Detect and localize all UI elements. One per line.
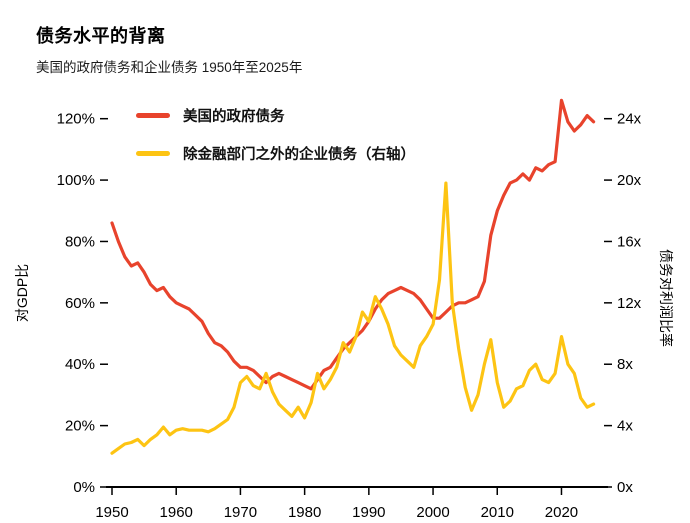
- x-tick-label: 2000: [416, 504, 449, 521]
- left-tick-label: 40%: [65, 356, 95, 373]
- legend-label-government-debt: 美国的政府债务: [183, 108, 285, 125]
- right-tick-label: 12x: [617, 295, 642, 312]
- government-debt-line: [110, 98, 596, 391]
- right-tick-label: 8x: [617, 356, 633, 373]
- chart-header: 债务水平的背离 美国的政府债务和企业债务 1950年至2025年: [0, 0, 690, 76]
- x-tick-label: 1970: [224, 504, 257, 521]
- x-tick-label: 1960: [160, 504, 193, 521]
- legend-label-corporate-debt: 除金融部门之外的企业债务（右轴）: [183, 146, 415, 163]
- x-tick-label: 1990: [352, 504, 385, 521]
- chart-title: 债务水平的背离: [36, 26, 166, 46]
- chart-legend: 美国的政府债务 除金融部门之外的企业债务（右轴）: [136, 104, 415, 180]
- right-tick-label: 24x: [617, 111, 642, 128]
- right-tick-label: 0x: [617, 479, 633, 496]
- right-tick-label: 20x: [617, 172, 642, 189]
- corporate-debt-swatch: [136, 150, 170, 156]
- chart-subtitle: 美国的政府债务和企业债务 1950年至2025年: [36, 60, 303, 75]
- debt-chart-plot: 0% 20% 40% 60% 80% 100% 120% 0x 4x 8x 12x 16x 20x 24x…: [57, 98, 642, 521]
- legend-item-corporate-debt: 除金融部门之外的企业债务（右轴）: [136, 142, 415, 164]
- left-tick-label: 100%: [57, 172, 95, 189]
- left-tick-label: 120%: [57, 111, 95, 128]
- left-axis-title: 对GDP比: [14, 263, 30, 323]
- left-tick-label: 0%: [73, 479, 95, 496]
- x-tick-label: 2020: [545, 504, 578, 521]
- left-axis-ticks: 0% 20% 40% 60% 80% 100% 120%: [57, 111, 108, 496]
- right-axis-ticks: 0x 4x 8x 12x 16x 20x 24x: [604, 111, 642, 496]
- legend-item-government-debt: 美国的政府债务: [136, 104, 415, 126]
- corporate-debt-line: [110, 181, 596, 455]
- left-tick-label: 60%: [65, 295, 95, 312]
- chart-area: 0% 20% 40% 60% 80% 100% 120% 0x 4x 8x 12x 16x 20x 24x…: [0, 78, 690, 523]
- right-tick-label: 16x: [617, 233, 642, 250]
- left-tick-label: 80%: [65, 233, 95, 250]
- x-tick-label: 2010: [481, 504, 514, 521]
- right-axis-title: 债务对利润比率: [658, 249, 674, 347]
- government-debt-swatch: [136, 112, 170, 118]
- x-tick-label: 1950: [95, 504, 128, 521]
- x-tick-label: 1980: [288, 504, 321, 521]
- x-axis-ticks: 1950 1960 1970 1980 1990 2000 2010 2020: [95, 487, 578, 521]
- left-tick-label: 20%: [65, 418, 95, 435]
- axes: 0% 20% 40% 60% 80% 100% 120% 0x 4x 8x 12x 16x 20x 24x…: [57, 111, 642, 521]
- right-tick-label: 4x: [617, 418, 633, 435]
